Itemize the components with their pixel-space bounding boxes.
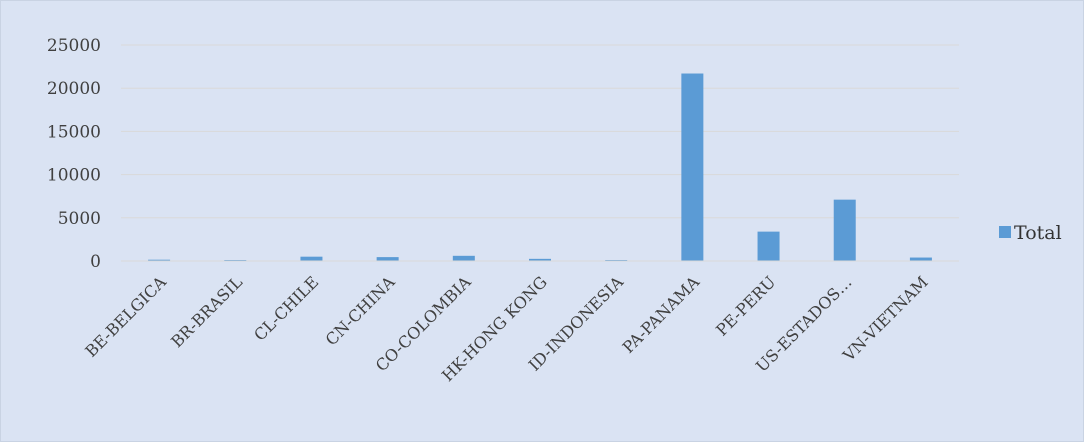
x-category-label: CL-CHILE	[250, 272, 322, 344]
x-category-label: PA-PANAMA	[619, 272, 704, 357]
y-tick-label: 10000	[47, 166, 101, 186]
y-tick-label: 0	[90, 252, 101, 272]
bar	[757, 231, 780, 261]
y-tick-label: 15000	[47, 122, 101, 142]
x-category-label: BR-BRASIL	[167, 272, 246, 351]
y-axis-tick-labels: 0 5000 10000 15000 20000 25000	[47, 36, 101, 272]
legend-swatch	[999, 226, 1011, 238]
y-tick-label: 5000	[58, 209, 101, 229]
x-category-label: PE-PERU	[712, 272, 779, 339]
y-tick-label: 20000	[47, 79, 101, 99]
bars	[148, 73, 932, 262]
bar	[452, 255, 475, 261]
bar	[376, 257, 399, 261]
x-category-label: BE-BELGICA	[81, 272, 170, 361]
y-tick-label: 25000	[47, 36, 101, 56]
legend: Total	[999, 222, 1062, 244]
bar	[909, 257, 932, 261]
bar	[833, 199, 856, 261]
legend-label: Total	[1014, 222, 1062, 244]
bar	[529, 258, 551, 261]
gridlines	[121, 44, 959, 219]
bar	[300, 256, 323, 261]
bar	[681, 73, 704, 262]
x-category-label: CN-CHINA	[322, 272, 399, 349]
bar	[148, 259, 171, 261]
